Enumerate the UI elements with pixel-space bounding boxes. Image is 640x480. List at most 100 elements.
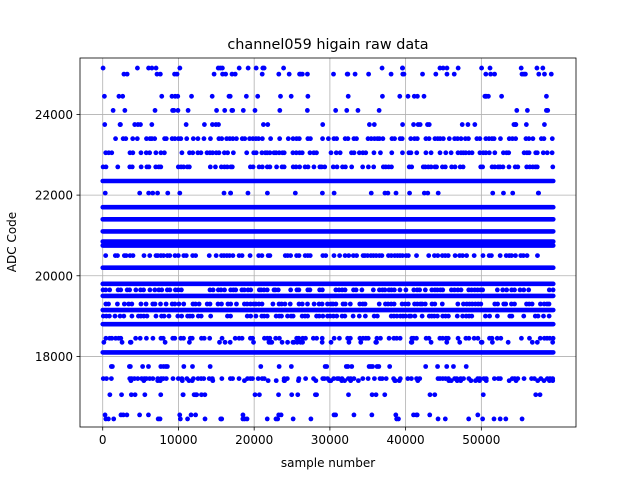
- data-point: [411, 287, 417, 293]
- data-point: [119, 339, 125, 345]
- data-point: [296, 287, 302, 293]
- data-point: [115, 253, 120, 259]
- data-point: [285, 313, 290, 319]
- data-point: [319, 190, 325, 196]
- data-point: [365, 335, 371, 341]
- data-point: [277, 136, 283, 142]
- data-point: [210, 287, 216, 293]
- data-point: [115, 164, 121, 170]
- data-point: [530, 136, 536, 142]
- data-point: [345, 136, 351, 142]
- data-point: [273, 378, 279, 384]
- data-point: [477, 136, 483, 142]
- data-point: [355, 108, 361, 113]
- data-point: [218, 416, 224, 422]
- data-point: [483, 150, 489, 156]
- data-point: [217, 339, 222, 345]
- data-point: [146, 65, 151, 71]
- data-point: [403, 313, 408, 319]
- data-point: [491, 376, 497, 382]
- data-point: [190, 150, 196, 156]
- data-point: [128, 392, 134, 398]
- data-point: [157, 416, 163, 422]
- data-point: [405, 301, 411, 307]
- data-point: [222, 108, 228, 113]
- data-point: [480, 416, 486, 422]
- data-point: [549, 136, 555, 142]
- data-point: [428, 164, 434, 170]
- y-tick-label: 18000: [35, 350, 73, 364]
- data-point: [219, 301, 224, 307]
- data-point: [163, 376, 169, 382]
- data-point: [144, 335, 149, 341]
- data-point: [509, 253, 514, 259]
- data-point: [227, 339, 233, 345]
- data-point: [161, 313, 167, 319]
- data-point: [354, 136, 359, 142]
- data-point: [351, 150, 357, 156]
- data-point: [138, 164, 144, 170]
- data-point: [228, 190, 233, 196]
- data-point: [228, 313, 233, 319]
- data-point: [285, 339, 290, 345]
- data-point: [161, 253, 166, 259]
- data-point: [255, 376, 261, 382]
- data-point: [541, 378, 547, 384]
- data-point: [446, 136, 452, 142]
- data-point: [292, 190, 298, 196]
- data-point: [137, 412, 142, 418]
- data-point: [305, 93, 311, 99]
- data-point: [486, 150, 492, 156]
- data-point: [228, 301, 234, 307]
- data-point: [457, 339, 463, 345]
- data-point: [103, 253, 109, 259]
- data-point: [236, 65, 242, 71]
- chart-title: channel059 higain raw data: [227, 37, 428, 53]
- data-point: [489, 253, 494, 259]
- data-point: [448, 378, 454, 384]
- data-point: [185, 108, 191, 113]
- data-point: [526, 136, 532, 142]
- data-point: [216, 150, 222, 156]
- data-point: [179, 378, 185, 384]
- data-point: [405, 253, 411, 259]
- data-point: [209, 93, 215, 99]
- data-point: [147, 150, 153, 156]
- data-point: [201, 136, 207, 142]
- data-point: [253, 313, 259, 319]
- data-point: [267, 164, 273, 170]
- x-tick-label: 50000: [462, 433, 500, 447]
- data-point: [303, 376, 309, 382]
- data-point: [250, 164, 256, 170]
- data-point: [160, 335, 166, 341]
- data-point: [333, 108, 339, 113]
- data-point: [491, 136, 497, 142]
- data-point: [414, 335, 419, 341]
- data-point: [458, 136, 464, 142]
- data-point: [172, 301, 178, 307]
- data-point: [534, 150, 540, 156]
- data-point: [128, 339, 134, 345]
- data-point: [494, 313, 500, 319]
- data-point: [541, 136, 547, 142]
- data-point: [506, 164, 512, 170]
- data-point: [294, 339, 300, 345]
- data-point: [435, 253, 441, 259]
- data-point: [425, 190, 431, 196]
- data-point: [277, 108, 283, 113]
- data-point: [344, 108, 350, 113]
- data-point: [201, 376, 207, 382]
- data-point: [244, 301, 250, 307]
- data-point: [178, 287, 184, 293]
- data-point: [355, 378, 361, 384]
- data-point: [146, 364, 151, 369]
- data-point: [394, 335, 400, 341]
- data-point: [469, 150, 475, 156]
- data-point: [342, 287, 348, 293]
- data-point: [248, 287, 254, 293]
- data-point: [524, 108, 530, 113]
- data-point: [409, 164, 415, 170]
- data-point: [159, 93, 165, 99]
- data-point: [527, 335, 532, 341]
- data-point: [240, 416, 246, 422]
